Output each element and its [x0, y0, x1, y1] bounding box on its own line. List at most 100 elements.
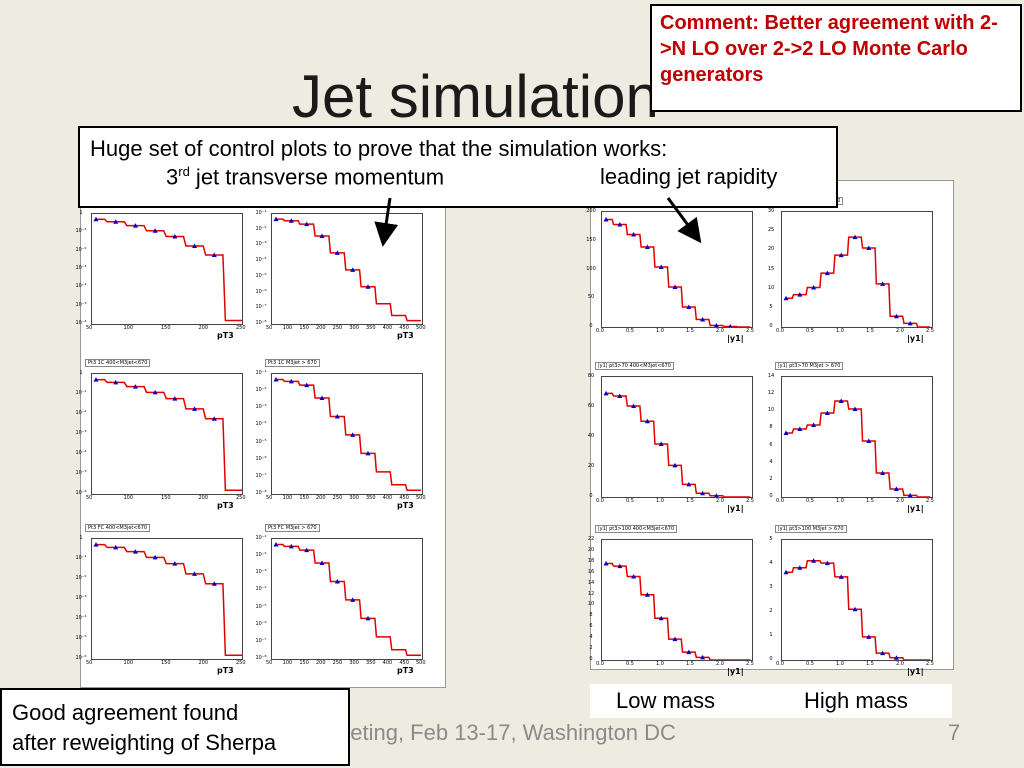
intro-text: Huge set of control plots to prove that … [90, 136, 668, 161]
y-tick-label: 10⁻⁴ [255, 257, 267, 264]
comment-text: Comment: Better agreement with 2->N LO o… [660, 12, 998, 86]
x-tick-label: 1.0 [656, 328, 664, 334]
y-tick-label: 10⁻⁴ [255, 586, 267, 593]
data-point [700, 317, 706, 322]
y-tick-label: 0 [769, 493, 773, 499]
plot-canvas [273, 377, 421, 492]
x-tick-label: 100 [123, 325, 134, 331]
y-tick-label: 10⁻² [255, 387, 267, 394]
x-tick-label: 2.5 [926, 498, 934, 504]
data-point [304, 221, 310, 227]
x-tick-label: 2.0 [716, 498, 724, 504]
x-axis-label: pT3 [397, 331, 414, 340]
x-tick-label: 1.0 [836, 328, 844, 334]
y-tick-label: 40 [587, 433, 595, 439]
x-tick-label: 100 [123, 495, 134, 501]
plot-label: Pt3 FC M3jet > 670 [265, 524, 320, 532]
data-point [211, 252, 217, 258]
plot-label: |y1| pt3>70 400<M3jet<670 [595, 362, 674, 370]
y-tick-label: 6 [589, 623, 593, 630]
y-tick-label: 10⁻¹ [255, 210, 267, 216]
x-tick-label: 300 [349, 660, 359, 666]
data-point [658, 615, 664, 621]
y-tick-label: 1 [79, 210, 83, 216]
x-tick-label: 1.5 [866, 661, 874, 667]
x-tick-label: 1.5 [866, 498, 874, 504]
x-tick-label: 250 [332, 325, 343, 331]
data-point [686, 481, 692, 487]
mc-histogram-line [96, 218, 242, 322]
data-point [319, 395, 325, 400]
y-tick-label: 200 [586, 208, 596, 214]
x-tick-label: 2.5 [746, 328, 754, 334]
data-point [783, 430, 789, 435]
data-point [334, 250, 340, 255]
x-axis-label: |y1| [907, 504, 924, 513]
x-tick-label: 250 [332, 495, 343, 501]
pt3-plot-panel: 1 10⁻¹ 10⁻² 10⁻³ 10⁻⁴ 10⁻⁵ 10⁻⁶ 50 100 150 200 250 p… [75, 182, 446, 688]
data-point [132, 384, 138, 389]
x-axis-label: pT3 [397, 666, 414, 675]
x-axis-label: pT3 [397, 501, 414, 510]
y-tick-label: 15 [767, 265, 775, 272]
data-point [783, 569, 789, 575]
x-tick-label: 0.5 [806, 328, 814, 334]
y-tick-label: 10⁻³ [255, 241, 267, 248]
x-tick-label: 50 [86, 495, 93, 501]
data-point [824, 560, 830, 566]
mc-histogram-line [276, 543, 421, 657]
y-tick-label: 5 [769, 536, 773, 542]
x-tick-label: 50 [266, 325, 273, 331]
y-tick-label: 10⁻⁶ [75, 490, 87, 496]
x-tick-label: 1.5 [686, 328, 694, 334]
data-point [631, 403, 637, 409]
y-tick-label: 14 [587, 579, 595, 586]
mc-histogram-line [786, 236, 931, 327]
caption-rapidity: leading jet rapidity [600, 164, 778, 189]
x-tick-label: 400 [382, 660, 393, 666]
agreement-line-1: Good agreement found [12, 700, 239, 725]
data-point [714, 323, 719, 327]
x-tick-label: 0.0 [596, 661, 604, 667]
mc-histogram-line [96, 378, 242, 491]
data-point [672, 636, 678, 642]
x-tick-label: 150 [299, 325, 309, 331]
y-tick-label: 10⁻³ [255, 404, 267, 411]
data-point [93, 377, 99, 382]
y-tick-label: 1 [79, 535, 83, 541]
y-tick-label: 10⁻⁸ [255, 655, 267, 661]
x-tick-label: 0.5 [806, 661, 814, 667]
x-tick-label: 500 [416, 325, 426, 331]
data-point [797, 565, 803, 570]
y-tick-label: 18 [587, 557, 595, 564]
y-tick-label: 0 [769, 323, 773, 329]
y-tick-label: 20 [587, 463, 595, 469]
y-tick-label: 10 [767, 407, 775, 414]
x-tick-label: 150 [161, 325, 171, 331]
x-tick-label: 0.0 [776, 498, 784, 504]
x-tick-label: 0.5 [626, 498, 634, 504]
y-tick-label: 1 [79, 370, 83, 376]
plot-y1-lowmass-3 [601, 539, 753, 661]
plot-canvas [603, 390, 751, 497]
x-tick-label: 2.0 [896, 498, 904, 504]
data-point [893, 486, 899, 491]
data-point [334, 578, 340, 584]
data-point [617, 393, 623, 398]
x-tick-label: 1.5 [866, 328, 874, 334]
plot-y1-lowmass-2 [601, 376, 753, 498]
y-tick-label: 50 [587, 294, 595, 301]
x-axis-label: pT3 [217, 501, 234, 510]
data-point [273, 377, 279, 382]
y-tick-label: 80 [587, 373, 595, 379]
y-tick-label: 10⁻⁵ [255, 272, 267, 279]
data-point [783, 295, 789, 301]
x-axis-label: pT3 [217, 331, 234, 340]
x-axis-label: pT3 [217, 666, 234, 675]
y-tick-label: 20 [587, 546, 595, 553]
data-point [172, 396, 178, 401]
data-point [866, 245, 872, 250]
data-point [658, 264, 664, 269]
data-point [866, 634, 872, 639]
x-tick-label: 2.5 [926, 328, 934, 334]
